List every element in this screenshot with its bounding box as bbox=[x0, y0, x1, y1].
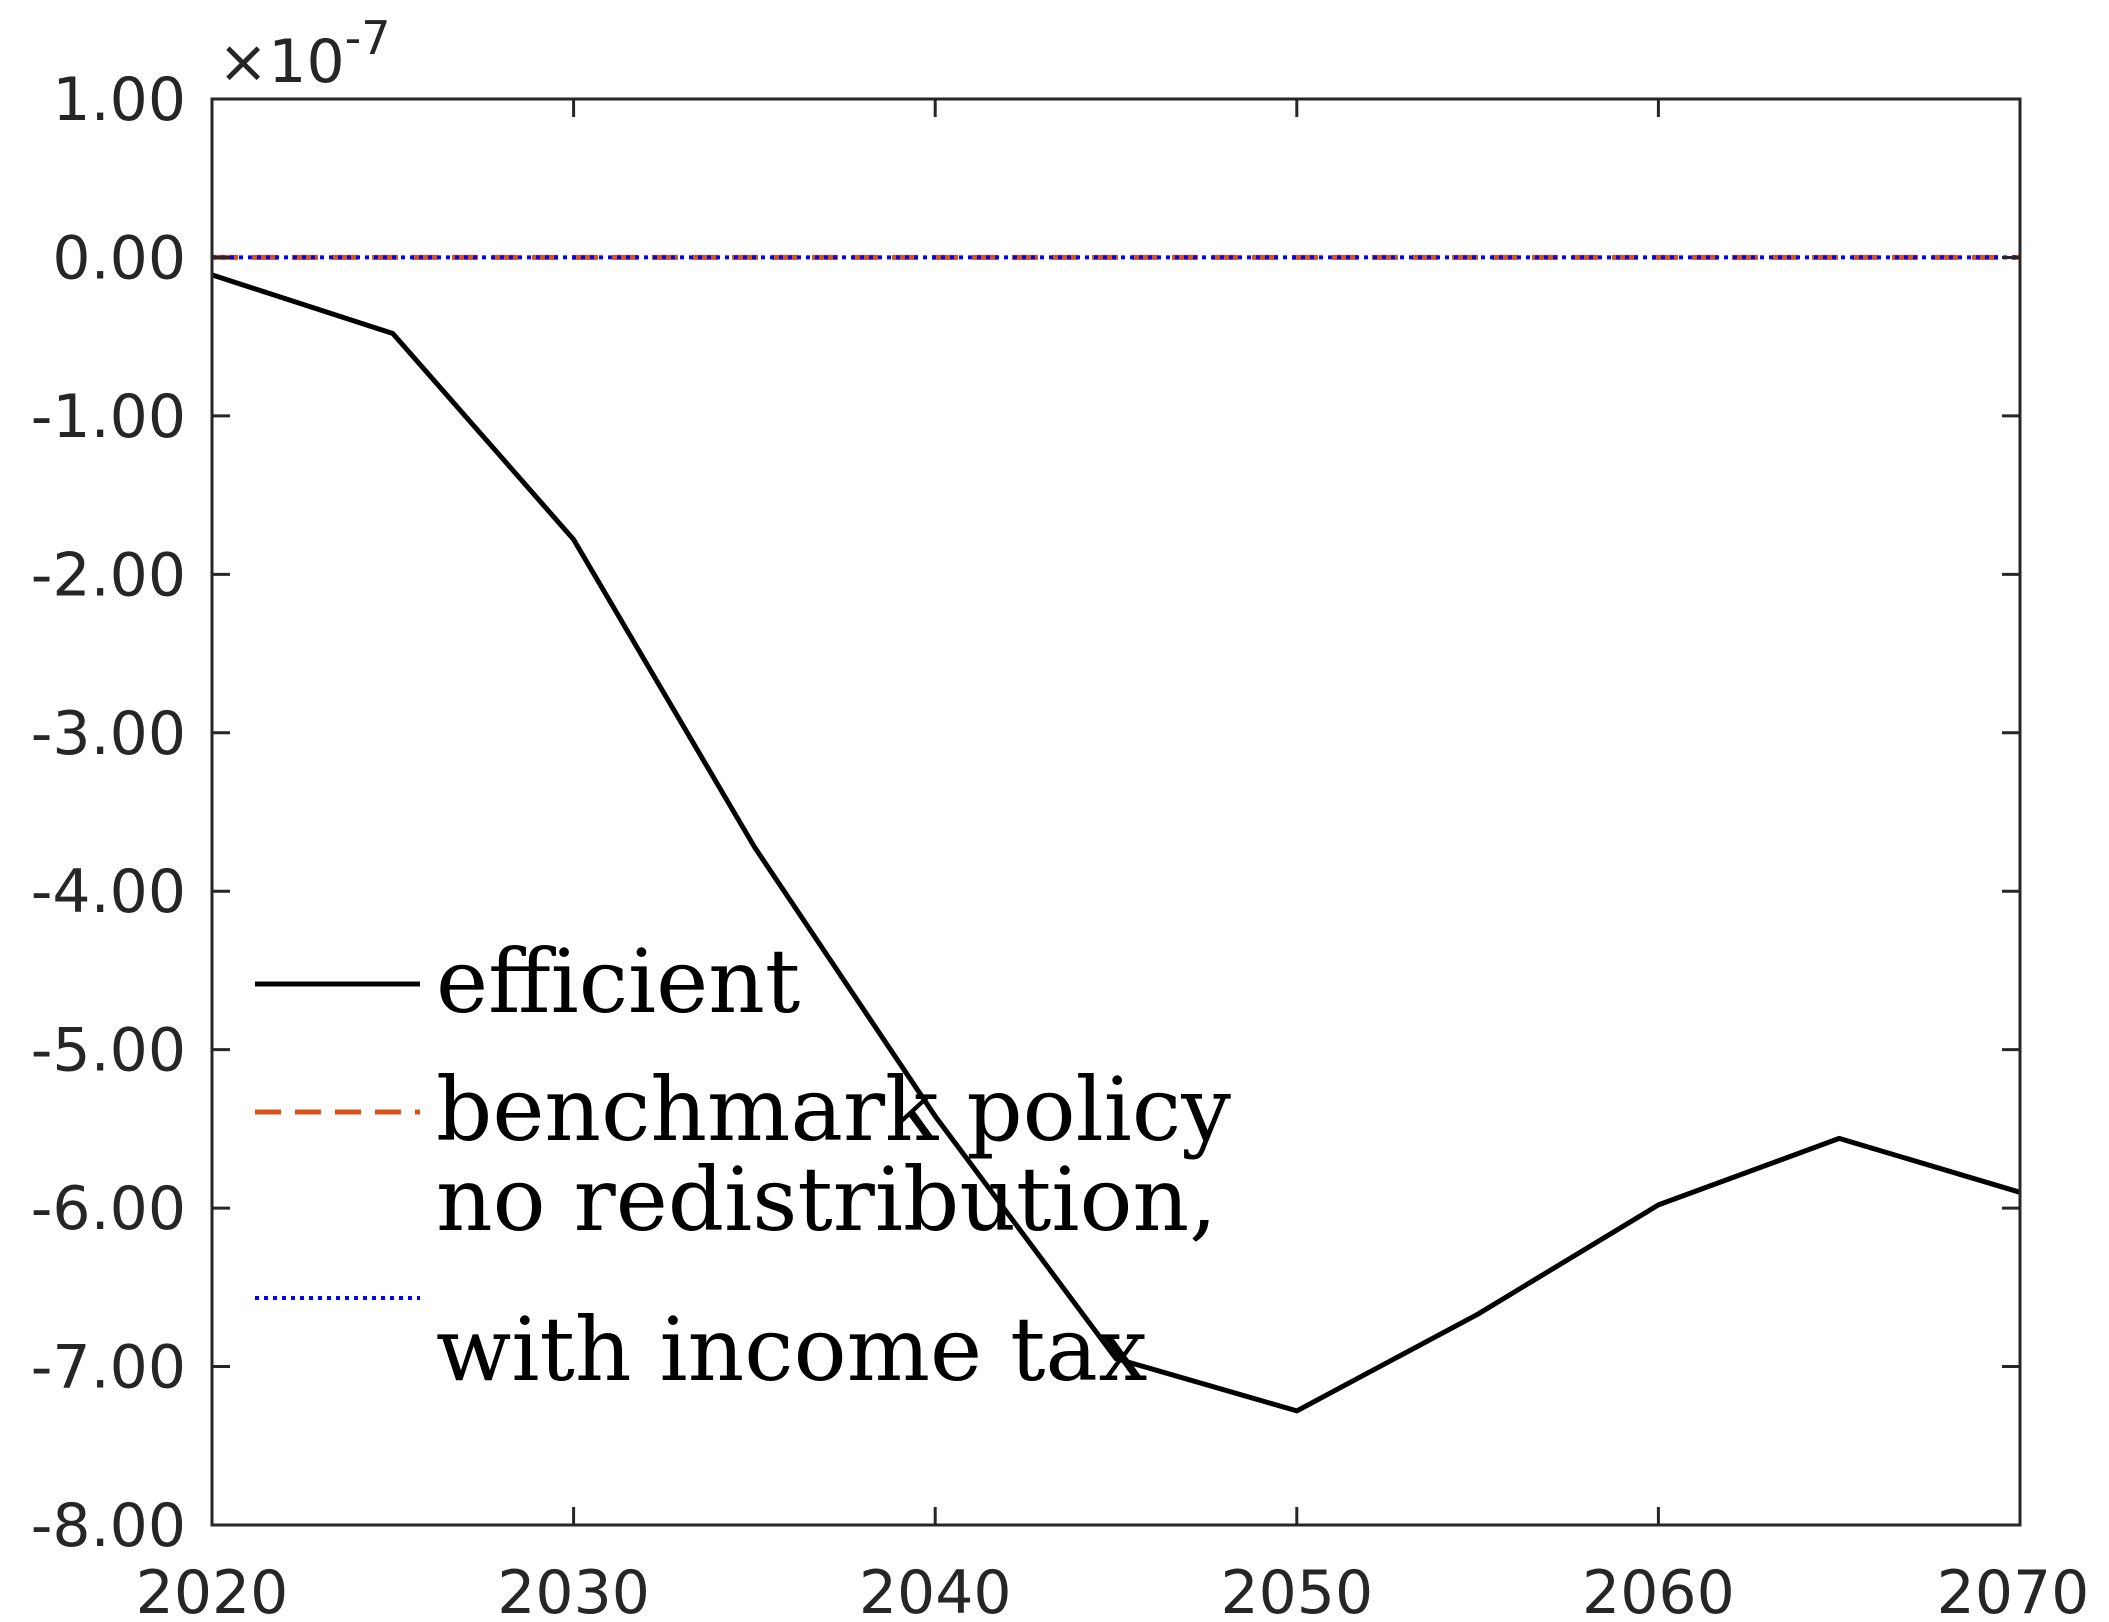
y-tick-label: -7.00 bbox=[31, 1333, 186, 1403]
y-tick-label: 0.00 bbox=[52, 223, 186, 293]
y-tick-label: -5.00 bbox=[31, 1016, 186, 1086]
y-multiplier-prefix: ×10 bbox=[218, 27, 345, 97]
series-layer bbox=[211, 254, 2021, 1414]
y-multiplier-exponent: -7 bbox=[345, 11, 391, 65]
x-tick-label: 2020 bbox=[136, 1558, 289, 1622]
x-tick-label: 2030 bbox=[497, 1558, 650, 1622]
y-tick-label: -6.00 bbox=[31, 1174, 186, 1244]
y-tick-label: -4.00 bbox=[31, 857, 186, 927]
legend-label-2-1: with income tax bbox=[436, 1298, 1148, 1401]
x-tick-label: 2070 bbox=[1937, 1558, 2090, 1622]
y-tick-label: -2.00 bbox=[31, 540, 186, 610]
legend-label-0-0: efficient bbox=[436, 930, 800, 1033]
y-tick-labels: 1.00 0.00 -1.00 -2.00 -3.00 -4.00 -5.00 -6.00 -7… bbox=[31, 65, 186, 1561]
y-tick-label: -8.00 bbox=[31, 1491, 186, 1561]
ticks-layer bbox=[210, 97, 2022, 1527]
x-tick-label: 2060 bbox=[1582, 1558, 1735, 1622]
y-tick-label: -3.00 bbox=[31, 699, 186, 769]
x-tick-label: 2050 bbox=[1220, 1558, 1373, 1622]
axes-box bbox=[210, 97, 2022, 1527]
legend-label-2-0: no redistribution, bbox=[436, 1148, 1217, 1251]
y-axis-multiplier: ×10-7 bbox=[218, 11, 391, 97]
y-tick-label: -1.00 bbox=[31, 382, 186, 452]
legend-label-1-0: benchmark policy bbox=[436, 1058, 1231, 1161]
x-tick-label: 2040 bbox=[859, 1558, 1012, 1622]
series-line-0 bbox=[211, 272, 2021, 1414]
y-tick-label: 1.00 bbox=[52, 65, 186, 135]
x-tick-labels: 2020 2030 2040 2050 2060 2070 bbox=[136, 1558, 2090, 1622]
